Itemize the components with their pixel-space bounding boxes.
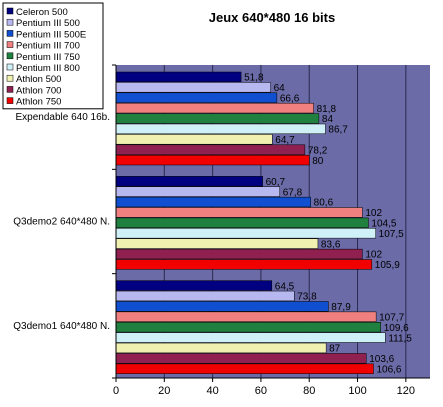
bar [115,280,273,291]
bar [115,186,281,197]
data-label: 64,5 [275,281,295,292]
data-label: 87 [329,344,341,355]
legend-swatch [6,74,14,82]
bar [115,102,314,114]
legend-label: Celeron 500 [16,7,68,18]
x-tick-label: 100 [348,385,366,397]
bar [115,363,374,374]
data-label: 102 [365,250,382,261]
legend-swatch [6,86,14,93]
bar [115,259,373,270]
data-label: 87,9 [331,302,351,313]
data-label: 107,7 [379,312,404,323]
legend-label: Pentium III 500E [16,29,86,40]
bar [115,290,295,302]
data-label: 80 [312,156,324,167]
category-label: Expendable 640 16b. [15,112,110,123]
bar [115,92,278,103]
data-label: 51,8 [244,73,264,84]
legend-swatch [6,52,14,60]
data-label: 105,9 [375,260,400,271]
bar [115,82,271,93]
data-label: 66,6 [280,93,300,104]
legend-swatch [6,18,14,26]
bar [115,144,306,155]
bar [115,154,310,166]
data-label: 84 [322,114,334,125]
bar [115,248,363,260]
legend-label: Athlon 750 [16,97,61,108]
bar [115,238,319,249]
data-label: 103,6 [369,354,394,365]
data-label: 104,5 [371,219,396,230]
x-tick-label: 40 [206,385,218,397]
legend-swatch [6,63,14,71]
bar [115,196,311,208]
data-label: 67,8 [283,187,303,198]
legend-label: Pentium III 500 [16,18,80,29]
category-label: Q3demo2 640*480 N. [13,217,110,228]
bar [115,332,386,343]
legend-swatch [6,7,14,15]
legend-label: Pentium III 800 [16,63,80,74]
legend-swatch [6,41,14,48]
axes: 0 20 40 60 80 100 120 Expendable 640 16b. Q3demo… [13,64,430,397]
legend-label: Athlon 700 [16,85,61,96]
bar [115,71,242,83]
data-label: 86,7 [328,125,348,136]
x-tick-label: 20 [158,385,170,397]
bar [115,311,377,322]
x-tick-label: 0 [113,385,119,397]
legend-label: Pentium III 700 [16,41,80,52]
bar [115,207,363,218]
chart-title: Jeux 640*480 16 bits [209,10,335,25]
legend-label: Athlon 500 [16,74,61,85]
legend-swatch [6,30,14,37]
data-label: 64,7 [275,135,295,146]
data-label: 60,7 [266,177,286,188]
legend-box [2,2,104,110]
data-label: 111,5 [388,333,412,344]
bar [115,353,367,364]
data-label: 81,8 [317,104,337,115]
bar [115,322,381,333]
data-label: 78,2 [308,145,328,156]
legend-swatch [6,97,14,104]
data-label: 83,6 [321,239,341,250]
data-label: 107,5 [379,229,404,240]
bar [115,123,326,135]
bar [115,134,273,145]
bar [115,342,327,354]
x-tick-label: 80 [303,385,315,397]
bar [115,113,320,124]
bar [115,176,263,187]
category-label: Q3demo1 640*480 N. [13,321,110,332]
data-label: 64 [274,83,286,94]
data-label: 106,6 [376,364,401,375]
data-label: 73,8 [297,292,317,303]
bar [115,228,376,239]
bar [115,217,369,228]
legend-label: Pentium III 750 [16,52,80,63]
x-tick-label: 120 [397,385,415,397]
data-label: 80,6 [314,198,334,209]
data-label: 102 [365,208,382,219]
x-tick-label: 60 [255,385,267,397]
bar [115,301,329,312]
data-label: 109,6 [384,323,409,334]
